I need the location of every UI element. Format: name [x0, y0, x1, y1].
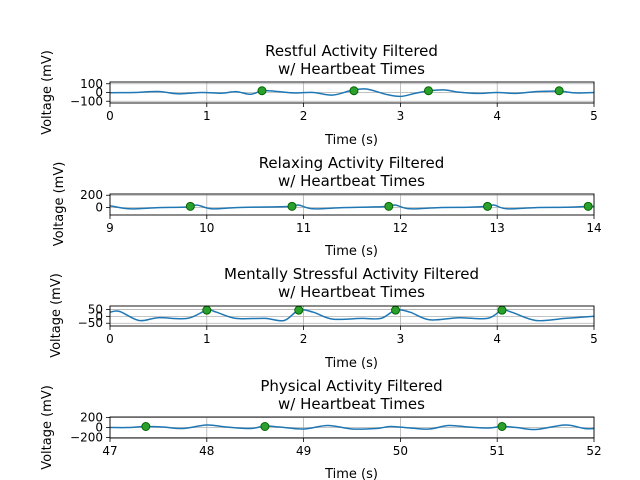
x-tick-label: 51 — [490, 444, 505, 458]
y-tick-label: −200 — [70, 431, 103, 445]
x-tick-label: 10 — [199, 221, 214, 235]
heartbeat-marker — [497, 422, 507, 431]
heartbeat-marker — [185, 201, 195, 211]
y-tick-label: 0 — [95, 201, 103, 215]
x-tick-label: 48 — [199, 444, 214, 458]
heartbeat-marker — [391, 305, 401, 315]
axes-frame — [109, 193, 595, 216]
x-axis-label: Time (s) — [324, 244, 378, 259]
physical-activity-panel: Physical Activity Filtered w/ Heartbeat … — [40, 377, 602, 480]
y-tick-label: −100 — [70, 94, 103, 108]
signal-line — [110, 204, 594, 210]
x-tick-label: 3 — [397, 332, 405, 346]
y-axis-label: Voltage (mV) — [40, 50, 55, 135]
x-tick-label: 1 — [203, 109, 211, 123]
chart-title-line2: w/ Heartbeat Times — [278, 172, 425, 190]
x-tick-label: 2 — [300, 109, 308, 123]
x-axis-label: Time (s) — [324, 467, 378, 480]
x-tick-label: 5 — [590, 109, 598, 123]
y-tick-label: 200 — [80, 411, 103, 425]
x-tick-label: 4 — [493, 109, 501, 123]
heartbeat-marker — [294, 305, 304, 315]
heartbeat-marker — [483, 201, 493, 211]
heartbeat-marker — [384, 201, 394, 211]
x-tick-label: 0 — [106, 332, 114, 346]
y-tick-label: 0 — [95, 309, 103, 323]
x-tick-label: 47 — [102, 444, 117, 458]
y-tick-label: 0 — [95, 421, 103, 435]
heartbeat-marker — [423, 86, 433, 96]
signal-line — [110, 88, 594, 98]
x-tick-label: 5 — [590, 332, 598, 346]
heartbeat-marker — [202, 305, 212, 315]
x-tick-label: 0 — [106, 109, 114, 123]
y-tick-label: −50 — [78, 316, 103, 330]
heartbeat-marker — [257, 86, 267, 96]
restful-activity-panel: Restful Activity Filtered w/ Heartbeat T… — [40, 42, 598, 148]
heartbeat-marker — [554, 86, 564, 96]
chart-title-line1: Physical Activity Filtered — [260, 377, 442, 395]
x-tick-label: 9 — [106, 221, 114, 235]
chart-title-line2: w/ Heartbeat Times — [278, 283, 425, 301]
y-tick-label: 100 — [80, 77, 103, 91]
y-axis-label: Voltage (mV) — [49, 273, 64, 358]
heartbeat-marker — [583, 201, 593, 211]
x-tick-label: 11 — [296, 221, 311, 235]
y-tick-label: 200 — [80, 188, 103, 202]
x-tick-label: 2 — [300, 332, 308, 346]
x-tick-label: 12 — [393, 221, 408, 235]
signal-line — [110, 308, 594, 322]
y-axis-label: Voltage (mV) — [52, 162, 67, 247]
y-tick-label: 50 — [88, 302, 103, 316]
chart-title-line2: w/ Heartbeat Times — [278, 395, 425, 413]
x-tick-label: 4 — [493, 332, 501, 346]
signal-line — [110, 424, 594, 431]
heartbeat-marker — [141, 422, 151, 431]
y-tick-label: 0 — [95, 86, 103, 100]
chart-title-line1: Relaxing Activity Filtered — [259, 154, 445, 172]
heartbeat-marker — [260, 422, 270, 431]
chart-title-line1: Restful Activity Filtered — [265, 42, 438, 60]
x-axis-label: Time (s) — [324, 356, 378, 371]
heartbeat-marker — [497, 305, 507, 315]
heartbeat-marker — [287, 201, 297, 211]
x-tick-label: 14 — [586, 221, 601, 235]
x-tick-label: 1 — [203, 332, 211, 346]
x-axis-label: Time (s) — [324, 133, 378, 148]
x-tick-label: 52 — [586, 444, 601, 458]
x-tick-label: 3 — [397, 109, 405, 123]
heartbeat-marker — [349, 86, 359, 96]
chart-title-line1: Mentally Stressful Activity Filtered — [224, 265, 479, 283]
relaxing-activity-panel: Relaxing Activity Filtered w/ Heartbeat … — [52, 154, 602, 259]
y-axis-label: Voltage (mV) — [40, 385, 55, 470]
mentally-stressful-activity-panel: Mentally Stressful Activity Filtered w/ … — [49, 265, 598, 371]
chart-title-line2: w/ Heartbeat Times — [278, 60, 425, 78]
x-tick-label: 50 — [393, 444, 408, 458]
x-tick-label: 13 — [490, 221, 505, 235]
x-tick-label: 49 — [296, 444, 311, 458]
